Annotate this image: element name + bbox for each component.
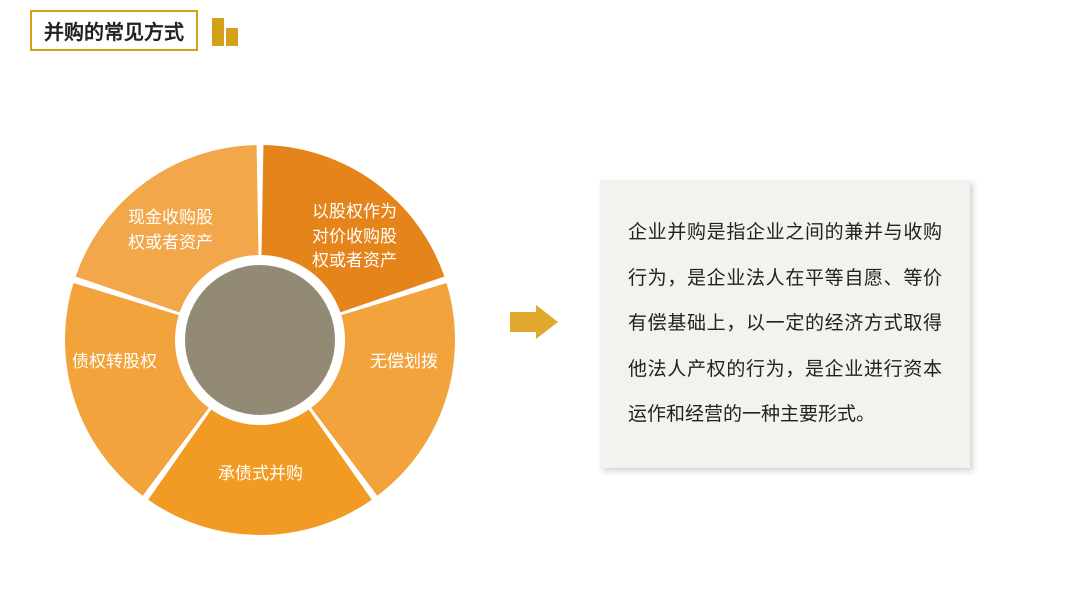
arrow-head: [536, 305, 558, 339]
arrow-shaft: [510, 312, 536, 332]
donut-chart: 以股权作为对价收购股权或者资产无偿划拨承债式并购债权转股权现金收购股权或者资产: [60, 140, 460, 540]
section-title: 并购的常见方式: [30, 10, 198, 51]
title-bar-2: [226, 28, 238, 46]
donut-center: [185, 265, 335, 415]
title-bar-1: [212, 18, 224, 46]
description-text: 企业并购是指企业之间的兼并与收购行为，是企业法人在平等自愿、等价有偿基础上，以一…: [600, 180, 970, 468]
